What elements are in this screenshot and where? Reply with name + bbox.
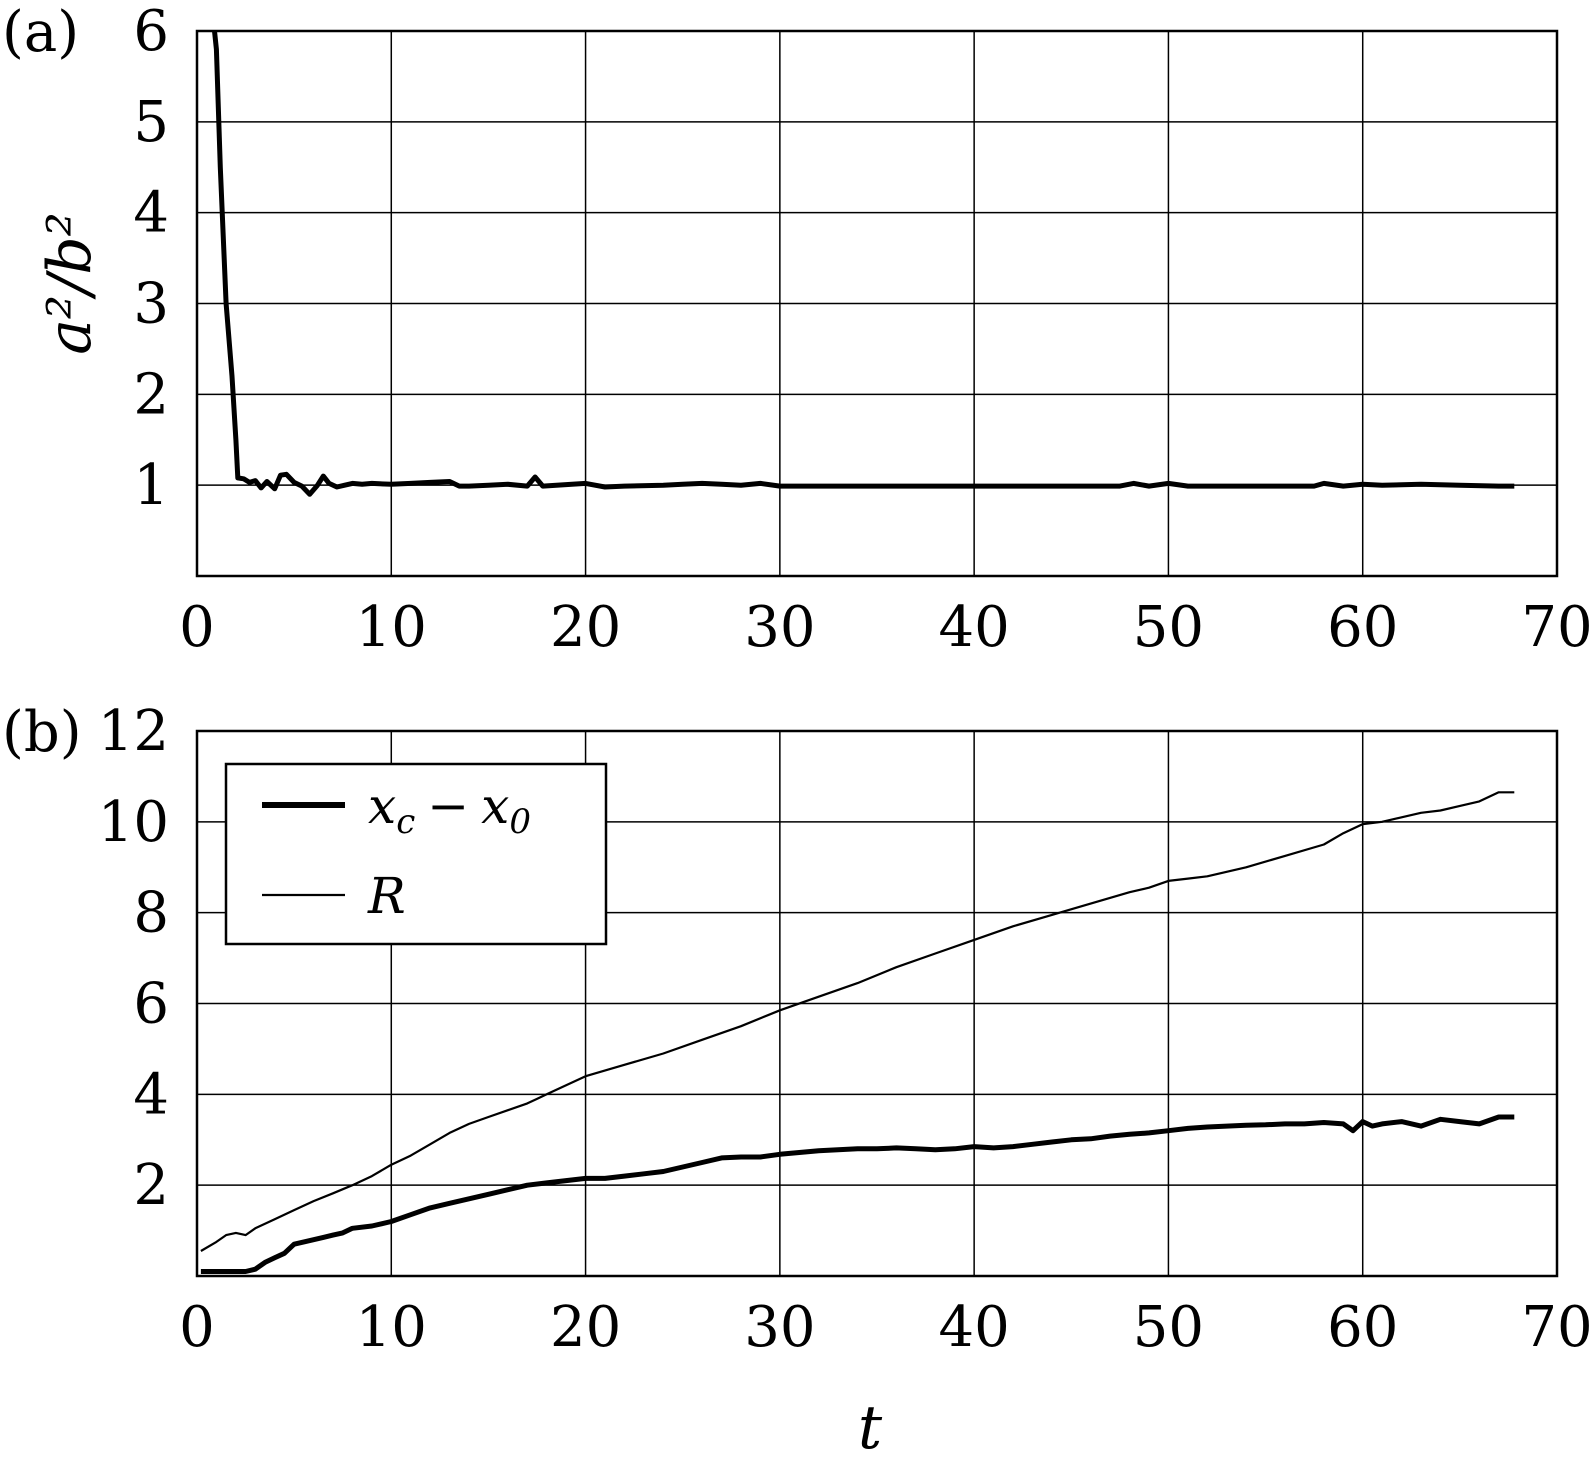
x-tick-label: 60	[1327, 1295, 1398, 1360]
y-tick-label: 1	[133, 453, 169, 518]
x-tick-label: 10	[356, 595, 427, 660]
series-line-0-line	[212, 30, 1515, 497]
x-tick-label: 40	[939, 1295, 1010, 1360]
y-tick-label: 8	[133, 881, 169, 946]
y-tick-label: 5	[133, 90, 169, 155]
legend-label: xc − x0	[368, 777, 531, 842]
x-tick-label: 50	[1133, 1295, 1204, 1360]
y-tick-label: 10	[98, 790, 169, 855]
x-tick-label: 40	[939, 595, 1010, 660]
x-tick-label: 0	[179, 595, 215, 660]
x-tick-label: 30	[744, 595, 815, 660]
x-tick-label: 70	[1521, 595, 1592, 660]
series-x-c-x-0-line	[200, 1114, 1515, 1274]
plot-frame	[195, 729, 1559, 1278]
panel-label: (a)	[2, 0, 79, 65]
x-tick-label: 30	[744, 1295, 815, 1360]
x-tick-label: 0	[179, 1295, 215, 1360]
legend-box	[224, 762, 608, 946]
y-tick-label: 2	[133, 1153, 169, 1218]
x-tick-label: 20	[550, 595, 621, 660]
x-tick-label: 70	[1521, 1295, 1592, 1360]
legend: xc − x0 R	[224, 762, 608, 946]
x-tick-label: 10	[356, 1295, 427, 1360]
y-tick-label: 12	[98, 699, 169, 764]
y-tick-label: 2	[133, 362, 169, 427]
y-tick-label: 6	[133, 0, 169, 64]
panel-a: 0 10 20 30 40 50 60 70 1 2 3 4 5 6 (a) a²/b²	[2, 0, 1592, 660]
y-axis-label: a²/b²	[35, 212, 105, 355]
y-tick-label: 3	[133, 272, 169, 337]
x-tick-label: 50	[1133, 595, 1204, 660]
panel-b: 0 10 20 30 40 50 60 70 2 4 6 8 10 12(b) t xc − x0 R	[2, 699, 1592, 1463]
legend-label: R	[367, 867, 406, 925]
y-tick-label: 4	[133, 181, 169, 246]
x-tick-label: 20	[550, 1295, 621, 1360]
panel-label: (b)	[2, 700, 82, 765]
plot-frame	[195, 29, 1559, 578]
y-tick-label: 4	[133, 1062, 169, 1127]
x-axis-label: t	[858, 1393, 883, 1463]
y-tick-label: 6	[133, 972, 169, 1037]
x-tick-label: 60	[1327, 595, 1398, 660]
series-r-line	[200, 791, 1515, 1252]
